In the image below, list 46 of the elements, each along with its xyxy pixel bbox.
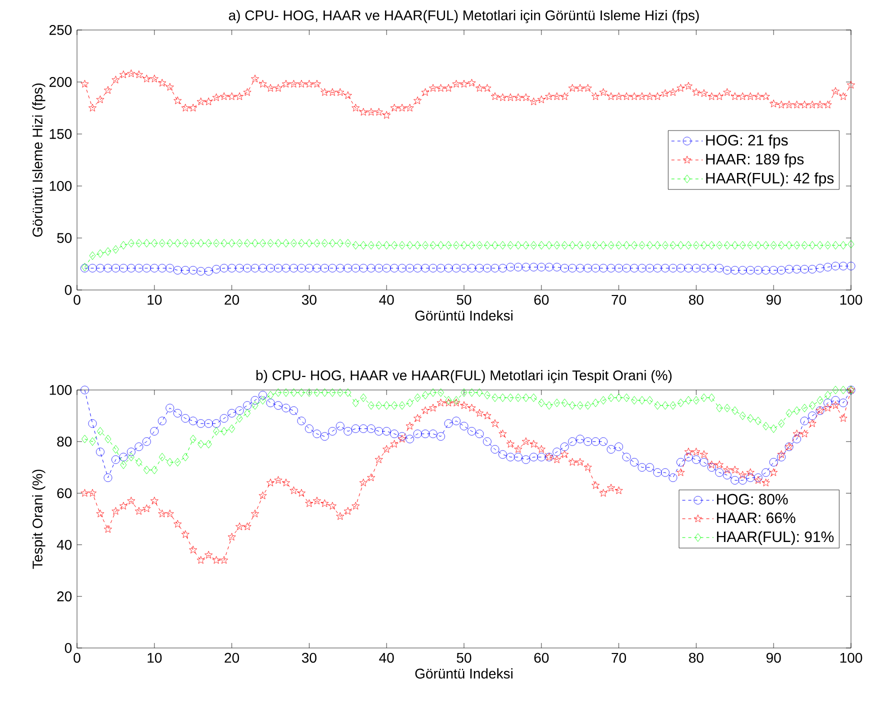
x-tick-label: 50 [456, 652, 472, 663]
y-tick-label: 60 [57, 488, 72, 498]
x-tick-label: 90 [766, 294, 781, 305]
legend-label: HAAR(FUL): 42 fps [706, 172, 834, 186]
y-tick-label: 20 [57, 591, 72, 602]
x-tick-label: 30 [302, 652, 316, 663]
legend-label: HAAR(FUL): 91% [717, 531, 834, 546]
x-tick-label: 40 [379, 294, 394, 305]
legend-label: HAAR: 189 fps [706, 154, 804, 168]
x-tick-label: 100 [840, 652, 862, 663]
y-tick-label: 100 [50, 385, 72, 395]
y-axis-title: Tespit Orani (%) [32, 470, 46, 569]
chart-title: b) CPU- HOG, HAAR ve HAAR(FUL) Metotlari için Tespit Orani (%) [256, 370, 672, 384]
y-tick-label: 50 [57, 233, 72, 243]
x-tick-label: 10 [148, 652, 162, 663]
x-tick-label: 80 [689, 652, 704, 663]
chart-title: a) CPU- HOG, HAAR ve HAAR(FUL) Metotlari için Görüntü Isleme Hizi (fps) [228, 10, 699, 24]
x-tick-label: 80 [689, 294, 704, 305]
x-tick-label: 10 [148, 294, 162, 305]
legend-label: HOG: 21 fps [706, 134, 788, 149]
x-tick-label: 100 [840, 294, 862, 305]
x-tick-label: 70 [612, 294, 626, 305]
y-tick-label: 0 [64, 285, 72, 295]
y-tick-label: 100 [50, 181, 72, 191]
legend-label: HAAR: 66% [717, 512, 796, 524]
x-tick-label: 40 [379, 652, 394, 663]
y-axis-title: Görüntü Isleme Hizi (fps) [32, 83, 46, 237]
legend-label: HOG: 80% [717, 494, 788, 505]
y-tick-label: 80 [57, 436, 72, 447]
y-tick-label: 250 [49, 25, 72, 35]
x-axis-title: Görüntü Indeksi [415, 310, 512, 321]
x-tick-label: 60 [534, 294, 549, 305]
x-tick-label: 30 [302, 294, 316, 305]
y-tick-label: 150 [50, 129, 72, 139]
x-tick-label: 0 [74, 294, 80, 305]
x-tick-label: 70 [612, 652, 626, 663]
x-tick-label: 0 [74, 652, 80, 663]
x-tick-label: 60 [534, 652, 549, 663]
x-axis-title: Görüntü Indeksi [415, 668, 512, 679]
x-tick-label: 90 [766, 652, 781, 663]
y-tick-label: 200 [49, 77, 72, 87]
x-tick-label: 50 [456, 294, 472, 305]
x-tick-label: 20 [224, 652, 240, 663]
y-tick-label: 0 [64, 643, 72, 653]
x-tick-label: 20 [224, 294, 240, 305]
y-tick-label: 40 [56, 540, 72, 550]
